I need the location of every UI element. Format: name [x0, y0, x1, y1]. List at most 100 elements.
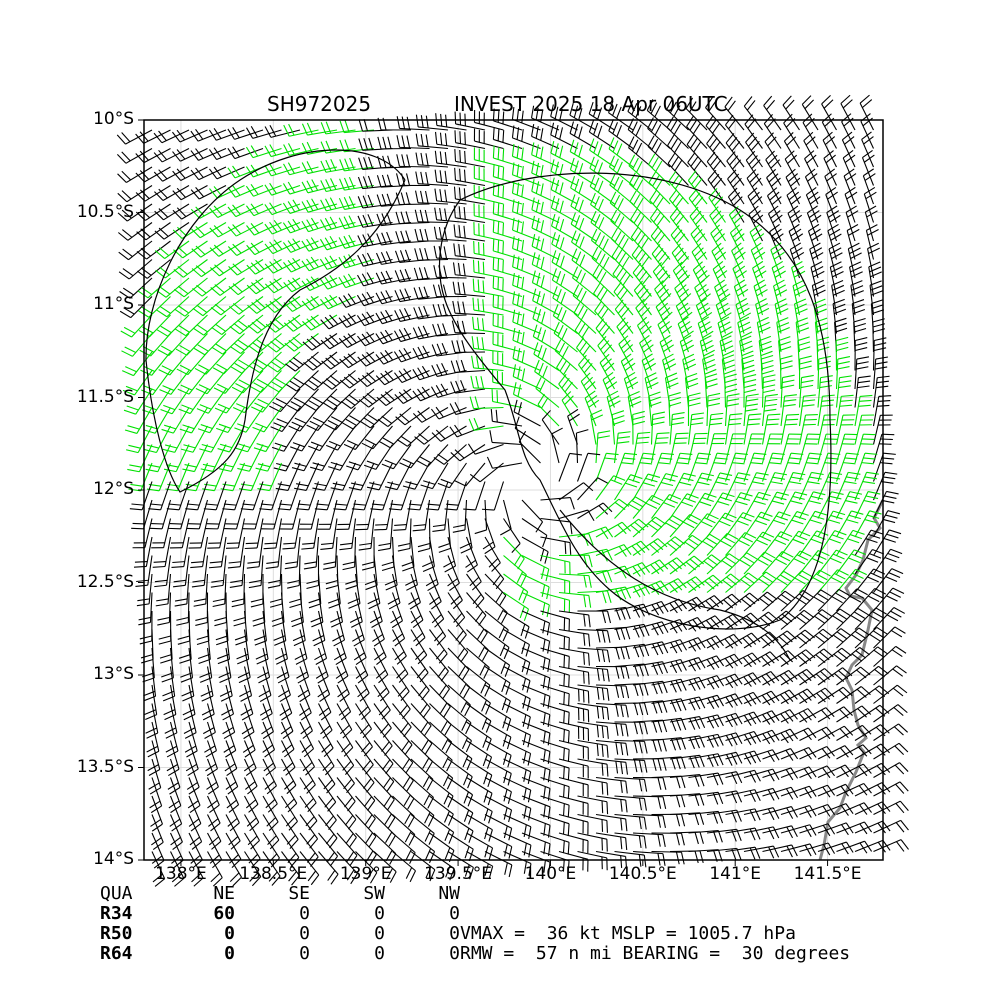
wind-barb	[377, 407, 412, 428]
wind-barb	[762, 570, 795, 593]
wind-barb	[414, 247, 449, 261]
wind-barb	[503, 740, 532, 766]
wind-barb	[231, 573, 246, 608]
wind-barb	[503, 555, 527, 587]
wind-barb	[725, 731, 762, 746]
wind-barb	[724, 433, 746, 464]
wind-barb	[632, 473, 661, 501]
wind-barb	[394, 368, 430, 384]
wind-barb	[650, 411, 665, 445]
wind-barb	[540, 610, 570, 632]
wind-barb	[577, 610, 612, 624]
wind-barb	[349, 592, 363, 628]
wind-barb	[817, 628, 852, 649]
wind-barb	[817, 394, 835, 427]
wind-barb	[798, 433, 820, 464]
wind-barb	[484, 851, 513, 878]
wind-barb	[119, 296, 153, 319]
wind-barb	[492, 182, 523, 205]
wind-barb	[651, 678, 687, 693]
wind-barb	[725, 652, 761, 668]
wind-barb	[799, 707, 835, 723]
wind-barb	[503, 573, 529, 604]
wind-barb	[128, 462, 153, 492]
wind-barb	[452, 499, 468, 533]
r34-contour-east	[438, 172, 832, 630]
wind-barb	[438, 518, 452, 553]
wind-barb	[154, 203, 190, 221]
wind-barb	[388, 481, 412, 511]
wind-barb	[873, 800, 909, 815]
wind-barb	[257, 462, 283, 492]
wind-barb	[433, 226, 467, 242]
wind-barb	[595, 776, 628, 794]
wind-barb	[669, 207, 689, 242]
wind-barb	[320, 518, 338, 550]
wind-barb	[247, 296, 282, 314]
wind-barb	[410, 666, 430, 701]
wind-barb	[361, 425, 393, 450]
wind-barb	[512, 236, 541, 261]
wind-barb	[165, 721, 179, 758]
wind-barb	[299, 832, 319, 867]
header-sw: SW	[363, 883, 385, 904]
wind-barb	[667, 152, 689, 186]
wind-barb	[447, 758, 473, 789]
r34-ne: 60	[213, 903, 235, 924]
wind-barb	[484, 758, 512, 786]
wind-barb	[357, 252, 393, 267]
wind-barb	[139, 333, 171, 357]
wind-barb	[576, 337, 597, 371]
wind-barb	[798, 374, 814, 408]
wind-barb	[447, 629, 469, 663]
wind-barb	[780, 746, 817, 760]
wind-barb	[244, 795, 260, 832]
wind-barb	[200, 666, 214, 702]
wind-barb	[780, 843, 817, 857]
wind-barb	[447, 721, 472, 753]
wind-barb	[670, 225, 689, 260]
wind-barb	[454, 167, 486, 187]
wind-barb	[392, 703, 412, 738]
wind-barb	[651, 618, 688, 634]
wind-barb	[355, 499, 375, 531]
wind-barb	[336, 684, 352, 721]
wind-barb	[503, 850, 532, 876]
wind-barb	[338, 293, 375, 308]
wind-barb	[632, 795, 667, 809]
wind-barb	[281, 721, 295, 758]
wind-barb	[632, 758, 667, 771]
wind-barb	[608, 155, 634, 186]
wind-barb	[308, 573, 322, 609]
wind-barb	[551, 268, 578, 297]
wind-barb	[512, 217, 541, 242]
wind-barb	[116, 148, 153, 164]
wind-barb	[540, 497, 575, 510]
wind-barb	[363, 444, 393, 470]
wind-barb	[336, 851, 358, 885]
wind-barb	[376, 231, 412, 246]
wind-barb	[146, 721, 160, 758]
wind-barb	[550, 159, 578, 186]
wind-barb	[229, 314, 264, 335]
wind-barb	[531, 252, 560, 279]
wind-barb	[381, 536, 395, 572]
wind-barb	[606, 390, 621, 427]
wind-barb	[503, 592, 530, 621]
wind-barb	[674, 279, 692, 316]
wind-barb	[667, 134, 689, 168]
wind-barb	[466, 629, 489, 662]
wind-barb	[264, 182, 301, 196]
wind-barb	[512, 309, 541, 335]
wind-barb	[630, 226, 652, 260]
wind-barb	[805, 186, 821, 223]
wind-barb	[540, 684, 570, 707]
wind-barb	[306, 407, 338, 432]
wind-barb	[140, 629, 154, 664]
wind-barb	[173, 555, 190, 588]
wind-barb	[437, 462, 467, 489]
wind-barb	[367, 573, 381, 610]
wind-barb	[270, 407, 301, 433]
wind-barb	[503, 832, 532, 858]
wind-barb	[577, 776, 609, 796]
